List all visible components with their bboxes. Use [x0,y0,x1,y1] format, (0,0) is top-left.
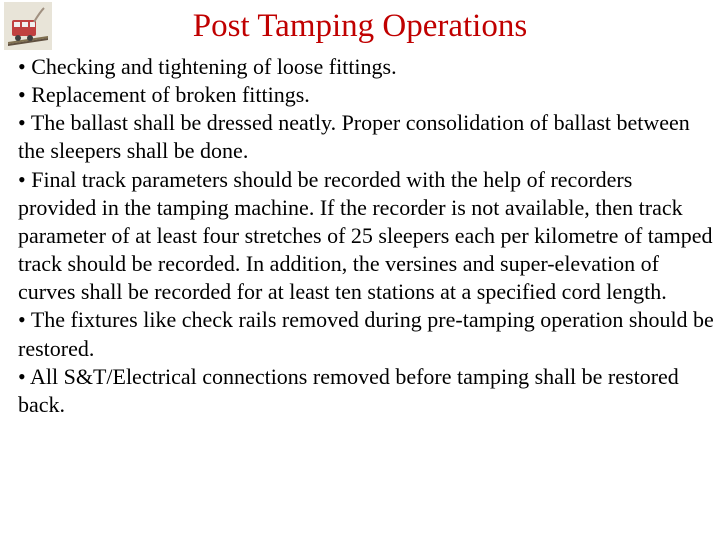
bullet-marker: • [18,307,26,332]
bullet-item: • All S&T/Electrical connections removed… [8,363,714,419]
bullet-item: • Final track parameters should be recor… [8,166,714,307]
bullet-item: • The ballast shall be dressed neatly. P… [8,109,714,165]
bullet-marker: • [18,364,26,389]
content-body: • Checking and tightening of loose fitti… [0,53,720,419]
bullet-marker: • [18,82,26,107]
bullet-text: The ballast shall be dressed neatly. Pro… [18,110,690,163]
bullet-text: Final track parameters should be recorde… [18,167,713,305]
bullet-marker: • [18,54,26,79]
bullet-text: All S&T/Electrical connections removed b… [18,364,679,417]
page-title: Post Tamping Operations [0,0,720,53]
bullet-text: The fixtures like check rails removed du… [18,307,714,360]
bullet-text: Replacement of broken fittings. [31,82,310,107]
bullet-text: Checking and tightening of loose fitting… [31,54,396,79]
bullet-marker: • [18,110,26,135]
bullet-marker: • [18,167,26,192]
logo-icon [4,2,52,50]
bullet-item: • Checking and tightening of loose fitti… [8,53,714,81]
bullet-item: • The fixtures like check rails removed … [8,306,714,362]
bullet-item: • Replacement of broken fittings. [8,81,714,109]
